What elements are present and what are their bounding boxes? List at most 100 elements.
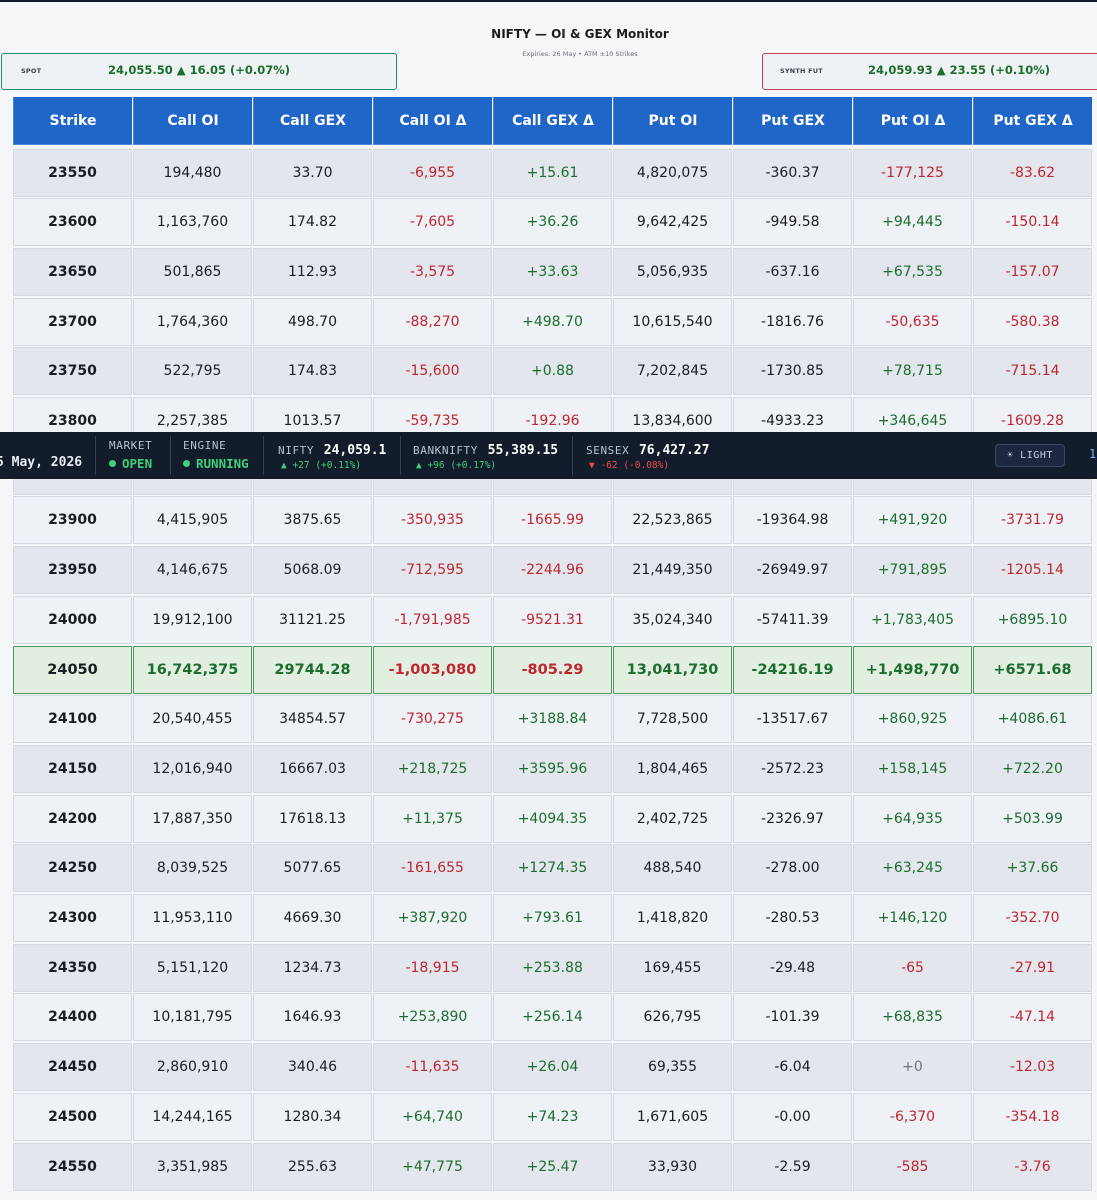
header-put-gex: Put GEX (733, 97, 852, 145)
cell-put-gex: -1816.76 (733, 297, 852, 346)
cell-put-oi: 9,642,425 (613, 198, 732, 247)
header-call-oi-delta: Call OI Δ (373, 97, 492, 145)
header-strike: Strike (13, 97, 132, 145)
cell-call-oi-delta: -15,600 (373, 347, 492, 396)
cell-strike: 23700 (13, 297, 132, 346)
cell-call-gex-delta: +4094.35 (493, 794, 612, 843)
market-status: OPEN (109, 456, 152, 471)
status-date: 5 May, 2026 (0, 455, 83, 470)
cell-put-oi: 35,024,340 (613, 595, 732, 644)
cell-call-oi: 11,953,110 (133, 894, 252, 942)
cell-call-gex-delta: +3595.96 (493, 744, 612, 793)
cell-call-oi-delta: -161,655 (373, 844, 492, 893)
table-row: 24350 5,151,120 1234.73 -18,915 +253.88 169,4… (13, 943, 1097, 992)
cell-put-oi-delta: +64,935 (853, 794, 972, 843)
sensex-change: ▼ -62 (-0.08%) (589, 460, 670, 471)
page-title: NIFTY — OI & GEX Monitor (491, 27, 669, 41)
cell-put-gex: -949.58 (733, 198, 852, 247)
cell-put-oi: 169,455 (613, 943, 732, 992)
cell-put-oi-delta: +1,783,405 (853, 595, 972, 644)
cell-call-gex-delta: +33.63 (493, 247, 612, 296)
cell-put-oi-delta: +0 (853, 1043, 972, 1092)
cell-call-gex: 16667.03 (253, 744, 372, 793)
cell-call-gex: 17618.13 (253, 794, 372, 843)
cell-strike: 24500 (13, 1092, 132, 1141)
cell-call-gex-delta: +25.47 (493, 1142, 612, 1191)
table-row: 24150 12,016,940 16667.03 +218,725 +3595.96 1… (13, 744, 1097, 793)
cell-put-oi-delta: -177,125 (853, 148, 972, 197)
table-row: 24100 20,540,455 34854.57 -730,275 +3188.84 7… (13, 695, 1097, 744)
cell-call-gex-delta: +74.23 (493, 1092, 612, 1141)
cell-call-gex-delta: -805.29 (493, 645, 612, 694)
cell-strike: 24150 (13, 744, 132, 793)
cell-call-gex: 112.93 (253, 247, 372, 296)
table-row: 24550 3,351,985 255.63 +47,775 +25.47 33,930-… (13, 1142, 1097, 1191)
cell-call-oi-delta: +64,740 (373, 1092, 492, 1141)
cell-put-oi-delta: +158,145 (853, 744, 972, 793)
cell-call-oi-delta: +218,725 (373, 744, 492, 793)
table-row: 23600 1,163,760 174.82 -7,605 +36.26 9,642,42… (13, 198, 1097, 247)
cell-call-gex-delta: -9521.31 (493, 595, 612, 644)
cell-put-gex: -2.59 (733, 1142, 852, 1191)
cell-strike: 24250 (13, 844, 132, 893)
cell-call-gex: 34854.57 (253, 695, 372, 744)
status-divider (95, 436, 96, 475)
cell-put-gex-delta: +6571.68 (973, 645, 1092, 694)
cell-strike: 23600 (13, 198, 132, 247)
nifty-change: ▲ +27 (+0.11%) (281, 460, 362, 471)
cell-call-gex: 31121.25 (253, 595, 372, 644)
table-row: 24250 8,039,525 5077.65 -161,655 +1274.35 488… (13, 844, 1097, 893)
cell-call-gex: 5068.09 (253, 546, 372, 595)
cell-call-gex: 3875.65 (253, 496, 372, 545)
table-row: 23550 194,480 33.70 -6,955 +15.61 4,820,075 -3… (13, 148, 1097, 197)
cell-put-oi: 488,540 (613, 844, 732, 893)
market-label: MARKET (109, 439, 153, 452)
cell-call-oi: 17,887,350 (133, 794, 252, 843)
cell-put-gex: -6.04 (733, 1043, 852, 1092)
cell-call-gex: 255.63 (253, 1142, 372, 1191)
cell-put-gex: -26949.97 (733, 546, 852, 595)
cell-put-oi: 22,523,865 (613, 496, 732, 545)
cell-put-oi: 7,202,845 (613, 347, 732, 396)
cell-call-oi: 501,865 (133, 247, 252, 296)
synth-fut-label: SYNTH FUT (780, 67, 823, 75)
cell-put-gex-delta: -1205.14 (973, 546, 1092, 595)
atm-table-row: 24050 16,742,375 29744.28 -1,003,080 -805.29… (13, 645, 1097, 694)
cell-call-gex: 1646.93 (253, 993, 372, 1042)
sensex-ticker: SENSEX 76,427.27 (586, 443, 710, 458)
cell-call-gex-delta: +253.88 (493, 943, 612, 992)
cell-put-gex: -360.37 (733, 148, 852, 197)
cell-call-oi-delta: -7,605 (373, 198, 492, 247)
cell-call-oi: 1,764,360 (133, 297, 252, 346)
cell-put-gex: -101.39 (733, 993, 852, 1042)
cell-call-oi-delta: -1,791,985 (373, 595, 492, 644)
cell-put-gex-delta: -12.03 (973, 1043, 1092, 1092)
cell-put-gex-delta: +4086.61 (973, 695, 1092, 744)
cell-put-gex-delta: -3731.79 (973, 496, 1092, 545)
cell-strike: 23550 (13, 148, 132, 197)
cell-put-oi-delta: -585 (853, 1142, 972, 1191)
cell-put-gex: -2572.23 (733, 744, 852, 793)
cell-strike: 24000 (13, 595, 132, 644)
banknifty-ticker: BANKNIFTY 55,389.15 (413, 443, 559, 458)
cell-put-oi: 1,418,820 (613, 894, 732, 942)
nifty-ticker: NIFTY 24,059.1 (278, 443, 387, 458)
top-border (0, 0, 1097, 2)
cell-put-gex: -0.00 (733, 1092, 852, 1141)
cell-put-gex-delta: -352.70 (973, 894, 1092, 942)
cell-put-oi: 7,728,500 (613, 695, 732, 744)
cell-put-oi-delta: +67,535 (853, 247, 972, 296)
cell-put-oi: 4,820,075 (613, 148, 732, 197)
cell-call-gex: 174.83 (253, 347, 372, 396)
cell-put-gex: -24216.19 (733, 645, 852, 694)
table-row: 24500 14,244,165 1280.34 +64,740 +74.23 1,671… (13, 1092, 1097, 1141)
cell-call-gex: 498.70 (253, 297, 372, 346)
cell-put-gex-delta: -150.14 (973, 198, 1092, 247)
cell-call-gex-delta: +0.88 (493, 347, 612, 396)
theme-toggle-button[interactable]: ☀ LIGHT (995, 444, 1065, 467)
cell-call-oi: 12,016,940 (133, 744, 252, 793)
cell-strike: 24550 (13, 1142, 132, 1191)
cell-strike: 24050 (13, 645, 132, 694)
cell-call-gex: 29744.28 (253, 645, 372, 694)
cell-call-oi: 522,795 (133, 347, 252, 396)
